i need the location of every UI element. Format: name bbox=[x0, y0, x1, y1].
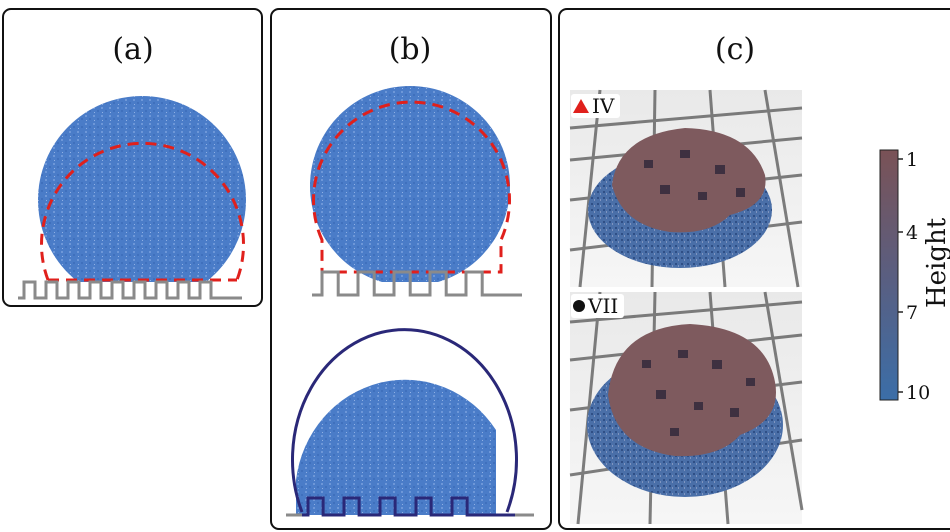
panel-b-figure bbox=[286, 86, 534, 517]
colorbar bbox=[879, 149, 899, 401]
substrate-a bbox=[18, 280, 242, 300]
inset-vii-tag: VII bbox=[571, 294, 625, 318]
panel-a-label: (a) bbox=[112, 32, 154, 67]
substrate-b-top bbox=[312, 270, 522, 297]
colorbar-tick-7: 7 bbox=[906, 302, 919, 324]
inset-iv-label: IV bbox=[592, 94, 615, 118]
droplet-a bbox=[38, 96, 246, 282]
inset-iv-tag: IV bbox=[571, 94, 621, 118]
droplet-b-bottom bbox=[296, 379, 496, 515]
droplet-b-top bbox=[310, 86, 510, 282]
colorbar-tick-10: 10 bbox=[906, 382, 931, 404]
substrate-b-bottom bbox=[302, 496, 515, 517]
dashed-fit-a bbox=[40, 141, 245, 281]
inset-vii-render bbox=[569, 291, 804, 525]
colorbar-title: Height bbox=[922, 217, 950, 308]
solid-fit-b bbox=[291, 328, 518, 513]
panel-c-figure bbox=[569, 89, 903, 525]
panel-b: (b) bbox=[270, 8, 552, 530]
inset-iv-render bbox=[569, 89, 803, 288]
panel-a: (a) bbox=[2, 8, 263, 307]
circle-marker-icon bbox=[573, 300, 585, 312]
colorbar-tick-4: 4 bbox=[906, 222, 919, 244]
panel-b-label: (b) bbox=[388, 32, 432, 67]
colorbar-tick-1: 1 bbox=[906, 149, 919, 171]
panel-c-label: (c) bbox=[714, 32, 756, 67]
triangle-marker-icon bbox=[573, 99, 589, 113]
panel-a-figure bbox=[18, 96, 246, 300]
dashed-fit-b bbox=[312, 100, 511, 274]
inset-vii-label: VII bbox=[588, 294, 619, 318]
panel-c: (c) bbox=[558, 8, 950, 530]
